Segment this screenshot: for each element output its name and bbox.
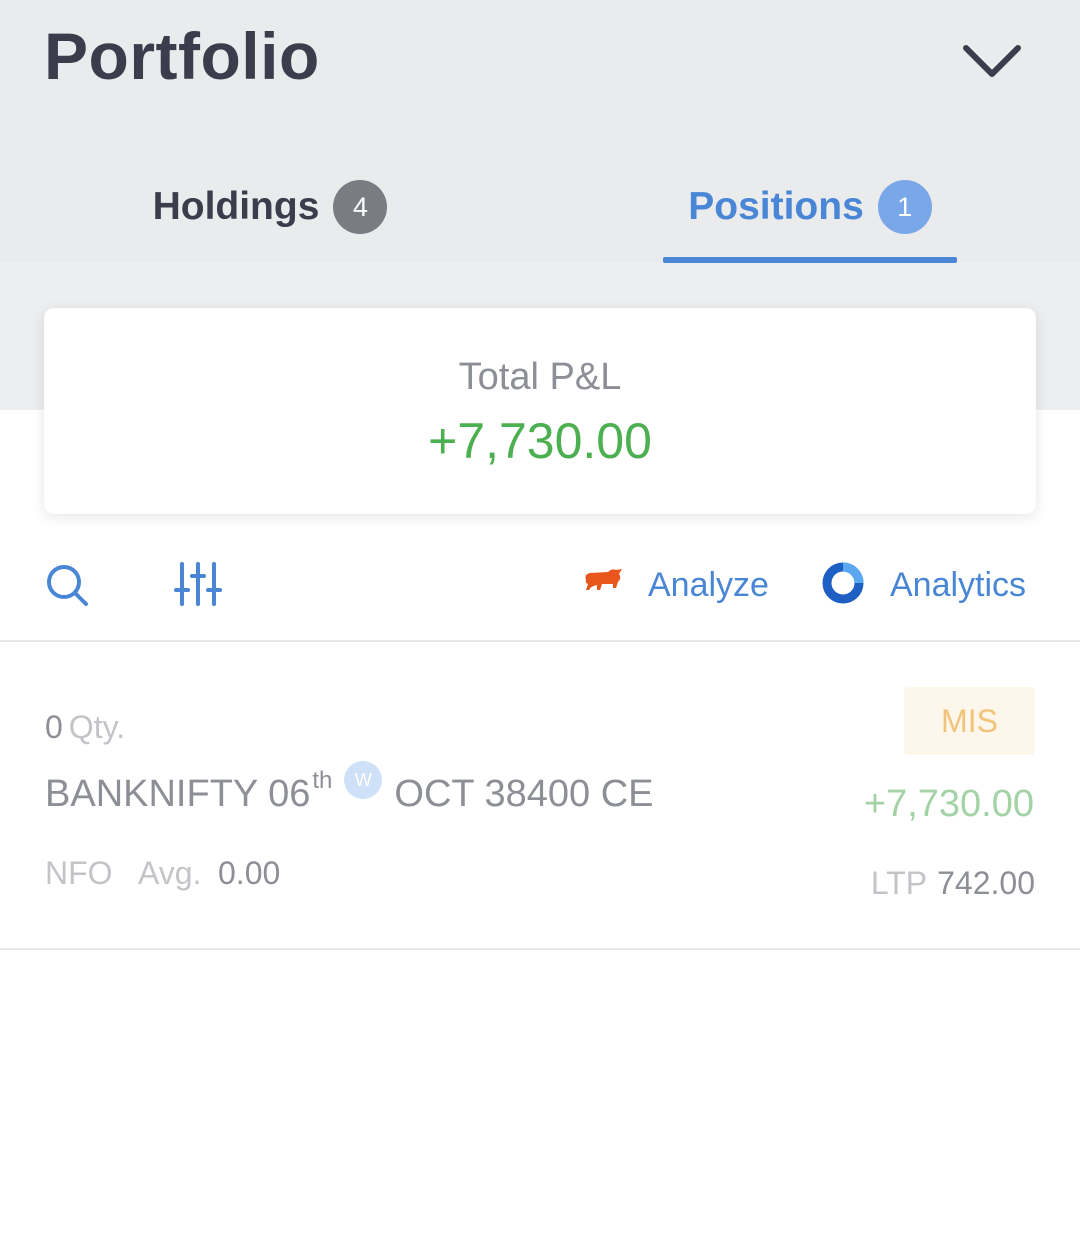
filter-sliders-icon[interactable]: [174, 560, 222, 608]
chevron-down-icon[interactable]: [960, 38, 1024, 88]
analyze-link[interactable]: Analyze: [648, 566, 769, 604]
avg-value: 0.00: [218, 855, 281, 891]
avg-label: Avg.: [138, 855, 202, 891]
product-badge: MIS: [904, 687, 1035, 755]
holdings-count-badge: 4: [333, 180, 388, 234]
exchange-label: NFO: [45, 855, 113, 891]
positions-count-badge: 1: [877, 180, 932, 234]
total-pnl-card: Total P&L +7,730.00: [44, 308, 1036, 514]
position-qty: 0 Qty.: [45, 709, 125, 746]
symbol-rest: OCT 38400 CE: [394, 773, 654, 815]
symbol-main: BANKNIFTY 06: [45, 773, 311, 815]
divider: [0, 948, 1080, 950]
analytics-link[interactable]: Analytics: [890, 566, 1027, 604]
tab-holdings[interactable]: Holdings 4: [128, 155, 412, 259]
page-title: Portfolio: [44, 19, 320, 93]
qty-label: Qty.: [68, 709, 126, 745]
tab-positions[interactable]: Positions 1: [663, 155, 957, 259]
position-pnl: +7,730.00: [863, 783, 1034, 825]
weekly-expiry-badge: W: [344, 761, 383, 799]
search-icon[interactable]: [44, 562, 90, 608]
bull-icon[interactable]: [582, 566, 624, 600]
ltp: LTP 742.00: [871, 865, 1035, 902]
symbol-suffix: th: [312, 767, 333, 794]
ltp-label: LTP: [870, 865, 928, 901]
total-pnl-value: +7,730.00: [428, 413, 652, 469]
divider: [0, 640, 1080, 642]
tab-positions-label: Positions: [688, 185, 864, 228]
analytics-ring-icon[interactable]: [820, 560, 866, 606]
tab-holdings-label: Holdings: [152, 185, 320, 228]
qty-value: 0: [45, 709, 63, 745]
positions-toolbar: Analyze Analytics: [0, 540, 1080, 640]
total-pnl-label: Total P&L: [458, 356, 622, 398]
ltp-value: 742.00: [937, 865, 1035, 901]
active-tab-indicator: [663, 257, 957, 263]
